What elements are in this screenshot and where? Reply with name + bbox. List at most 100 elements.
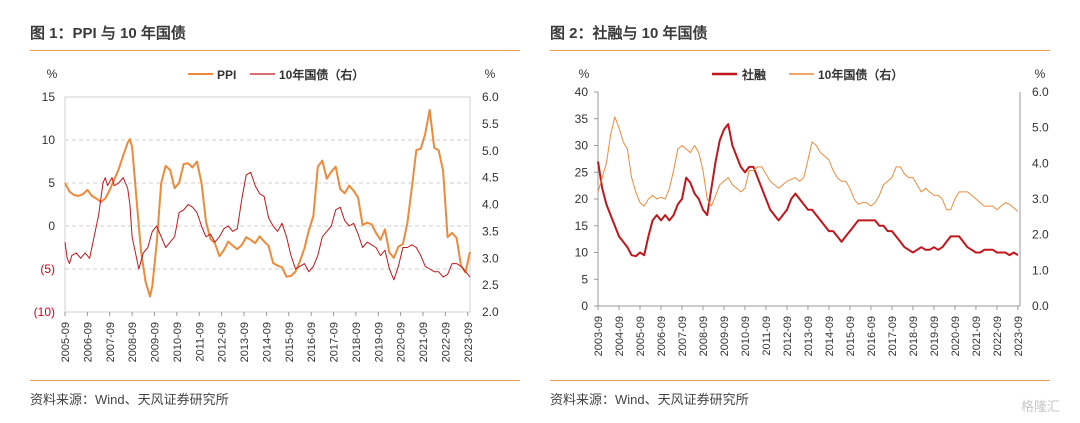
right-tick-label: 6.0	[1032, 85, 1049, 99]
x-tick-label: 2008-09	[698, 316, 710, 356]
left-tick-label: 0	[581, 299, 588, 313]
right-tick-label: 5.0	[1032, 121, 1049, 135]
x-tick-label: 2013-09	[803, 316, 815, 356]
x-tick-label: 2021-09	[418, 322, 430, 362]
x-tick-label: 2020-09	[396, 322, 408, 362]
left-tick-label: 25	[575, 165, 589, 179]
right-tick-label: 5.0	[482, 144, 499, 158]
left-tick-label: 40	[575, 85, 589, 99]
chart-title: 图 2：社融与 10 年国债	[550, 25, 708, 42]
x-tick-label: 2015-09	[845, 316, 857, 356]
left-tick-label: (10)	[34, 305, 55, 319]
watermark-logo: 格隆汇	[1020, 399, 1060, 414]
left-tick-label: 10	[42, 133, 56, 147]
x-tick-label: 2006-09	[656, 316, 668, 356]
legend: PPI 10年国债（右）	[188, 67, 364, 82]
series-lines	[597, 116, 1019, 258]
right-tick-label: 3.5	[482, 224, 499, 238]
right-tick-label: 6.0	[482, 90, 499, 104]
x-tick-label: 2019-09	[373, 322, 385, 362]
x-tick-label: 2014-09	[261, 322, 273, 362]
series-line	[597, 116, 1019, 212]
x-tick-label: 2021-09	[971, 316, 983, 356]
legend-label-social-financing: 社融	[741, 67, 766, 82]
x-tick-label: 2012-09	[782, 316, 794, 356]
right-tick-label: 4.0	[482, 198, 499, 212]
x-tick-label: 2009-09	[150, 322, 162, 362]
x-tick-label: 2009-09	[719, 316, 731, 356]
left-tick-label: 5	[48, 176, 55, 190]
left-tick-label: 10	[575, 246, 589, 260]
title-divider	[550, 50, 1050, 51]
right-tick-label: 1.0	[1032, 263, 1049, 277]
legend: 社融 10年国债（右）	[712, 67, 903, 82]
source-note: 资料来源：Wind、天风证券研究所	[30, 392, 229, 407]
x-tick-label: 2017-09	[887, 316, 899, 356]
chart-panel-ppi: 图 1：PPI 与 10 年国债 % % PPI 10年国债（右） 15 10 5 0…	[0, 0, 530, 423]
x-tick-label: 2011-09	[194, 322, 206, 362]
legend-label-bond: 10年国债（右）	[818, 67, 903, 82]
left-tick-label: 35	[575, 112, 589, 126]
x-tick-label: 2019-09	[929, 316, 941, 356]
x-tick-label: 2022-09	[992, 316, 1004, 356]
right-tick-label: 3.0	[1032, 192, 1049, 206]
right-tick-label: 0.0	[1032, 299, 1049, 313]
right-tick-label: 4.0	[1032, 156, 1049, 170]
source-note: 资料来源：Wind、天风证券研究所	[550, 392, 749, 407]
x-tick-label: 2004-09	[614, 316, 626, 356]
right-tick-label: 3.0	[482, 251, 499, 265]
left-tick-label: 0	[48, 219, 55, 233]
x-tick-label: 2013-09	[239, 322, 251, 362]
series-line	[597, 123, 1019, 258]
x-tick-label: 2012-09	[217, 322, 229, 362]
x-tick-label: 2016-09	[306, 322, 318, 362]
x-tick-label: 2005-09	[60, 322, 72, 362]
left-axis-unit: %	[579, 67, 590, 81]
right-tick-label: 2.0	[482, 305, 499, 319]
series-line	[64, 108, 471, 298]
right-axis-unit: %	[1035, 67, 1046, 81]
legend-label-ppi: PPI	[217, 68, 236, 82]
left-tick-label: 20	[575, 192, 589, 206]
x-tick-label: 2006-09	[82, 322, 94, 362]
right-tick-label: 4.5	[482, 171, 499, 185]
x-axis-ticks: 2003-09 2004-09 2005-09 2006-09 2007-09 2008-…	[593, 306, 1025, 356]
left-axis-unit: %	[47, 67, 58, 81]
chart-canvas: % % PPI 10年国债（右） 15 10 5 0 (5) (10) 6.0 5.5 5.0…	[34, 67, 499, 362]
x-tick-label: 2007-09	[677, 316, 689, 356]
chart-canvas: % % 社融 10年国债（右） 40 35 30 25 20 15 10 5 0 6.0 5.0 4…	[575, 67, 1049, 356]
x-tick-label: 2016-09	[866, 316, 878, 356]
x-axis-ticks: 2005-09 2006-09 2007-09 2008-09 2009-09 2010-…	[60, 312, 475, 362]
title-divider	[30, 50, 520, 51]
x-tick-label: 2018-09	[351, 322, 363, 362]
x-tick-label: 2015-09	[284, 322, 296, 362]
chart-title: 图 1：PPI 与 10 年国债	[30, 25, 186, 42]
x-tick-label: 2005-09	[635, 316, 647, 356]
x-tick-label: 2014-09	[824, 316, 836, 356]
x-tick-label: 2020-09	[950, 316, 962, 356]
x-tick-label: 2011-09	[761, 316, 773, 356]
right-axis-ticks: 6.0 5.5 5.0 4.5 4.0 3.5 3.0 2.5 2.0	[482, 90, 499, 319]
x-tick-label: 2010-09	[740, 316, 752, 356]
left-tick-label: (5)	[40, 262, 55, 276]
right-tick-label: 2.0	[1032, 228, 1049, 242]
plot-frame	[64, 96, 471, 313]
x-tick-label: 2022-09	[440, 322, 452, 362]
gridlines	[594, 91, 1021, 307]
series-line	[64, 171, 471, 281]
right-tick-label: 5.5	[482, 117, 499, 131]
source-divider	[30, 380, 520, 381]
left-tick-label: 15	[42, 90, 56, 104]
x-tick-label: 2003-09	[593, 316, 605, 356]
left-axis-ticks: 15 10 5 0 (5) (10)	[34, 90, 56, 319]
x-tick-label: 2017-09	[329, 322, 341, 362]
left-tick-label: 5	[581, 272, 588, 286]
legend-label-bond: 10年国债（右）	[279, 67, 364, 82]
right-tick-label: 2.5	[482, 278, 499, 292]
left-axis-ticks: 40 35 30 25 20 15 10 5 0	[575, 85, 589, 313]
x-tick-label: 2010-09	[172, 322, 184, 362]
chart-panel-social-financing: 图 2：社融与 10 年国债 % % 社融 10年国债（右） 40 35 30 25 2…	[540, 0, 1080, 423]
right-axis-ticks: 6.0 5.0 4.0 3.0 2.0 1.0 0.0	[1032, 85, 1049, 313]
left-tick-label: 15	[575, 219, 589, 233]
x-tick-label: 2023-09	[1013, 316, 1025, 356]
